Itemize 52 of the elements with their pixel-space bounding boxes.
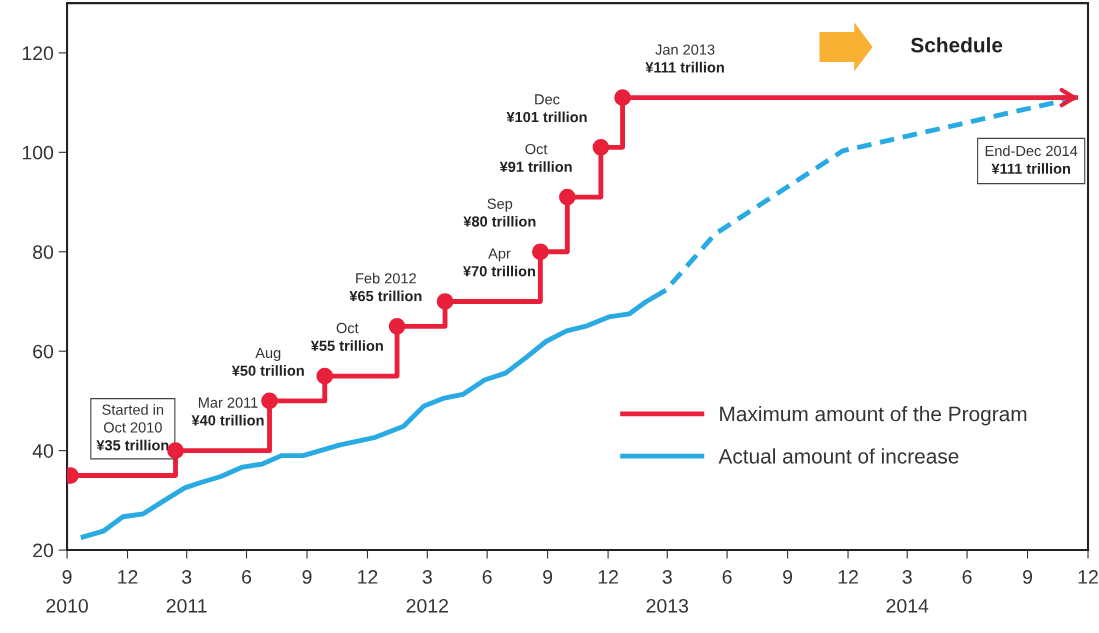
y-tick-label: 120: [22, 46, 54, 61]
x-tick-label: 12: [358, 570, 378, 584]
y-tick-label: 40: [32, 444, 54, 458]
annotation: Mar 2011 ¥40 trillion: [191, 397, 264, 426]
y-tick-label: 60: [33, 344, 54, 359]
point: [592, 139, 610, 156]
point: [261, 392, 278, 410]
legend-label: Actual amount of increase: [718, 448, 959, 464]
legend-label: Maximum amount of the Program: [720, 406, 1027, 426]
annotation: Aug ¥50 trillion: [231, 347, 304, 376]
x-tick-label: 12: [1078, 570, 1098, 584]
point: [614, 89, 631, 106]
text: 2013: [646, 598, 689, 613]
text: 2014: [886, 598, 929, 613]
x-tick-label: 9: [302, 570, 312, 584]
annotation: End-Dec 2014 ¥111 trillion: [985, 145, 1078, 174]
x-tick-label: 12: [118, 570, 138, 584]
annotation: Dec ¥101 trillion: [506, 94, 587, 123]
text: 2010: [46, 598, 88, 613]
x-tick-label: 6: [962, 570, 972, 584]
x-tick-label: 9: [62, 570, 72, 584]
x-tick-label: 12: [838, 570, 858, 584]
x-tick-label: 6: [482, 570, 492, 584]
point: [559, 188, 576, 206]
point: [167, 442, 184, 459]
annotation: Jan 2013 ¥111 trillion: [645, 44, 724, 73]
y-tick-label: 80: [33, 245, 54, 259]
x-tick-label: 3: [182, 570, 192, 584]
point: [388, 318, 406, 335]
annotation: Apr ¥70 trillion: [463, 248, 536, 277]
x-tick-label: 3: [662, 570, 672, 584]
text: 2011: [166, 598, 207, 613]
point: [532, 243, 549, 261]
text: 2012: [406, 598, 448, 613]
y-tick-label: 20: [33, 543, 54, 558]
y-tick-label: 100: [22, 145, 54, 160]
x-tick-label: 3: [422, 570, 432, 584]
x-tick-label: 9: [1023, 570, 1033, 584]
x-tick-label: 6: [722, 570, 732, 584]
x-tick-label: 6: [242, 570, 252, 584]
annotation: Started in Oct 2010 ¥35 trillion: [96, 404, 169, 451]
x-tick-label: 9: [543, 570, 553, 584]
point: [436, 293, 454, 310]
x-tick-label: 3: [902, 570, 912, 584]
annotation: Schedule: [910, 37, 1003, 53]
annotation: Sep ¥80 trillion: [463, 198, 536, 227]
annotation: Oct ¥91 trillion: [499, 143, 572, 172]
point: [316, 367, 334, 385]
x-tick-label: 9: [783, 570, 793, 584]
annotation: Feb 2012 ¥65 trillion: [349, 272, 422, 302]
annotation: Oct ¥55 trillion: [310, 322, 383, 351]
x-tick-label: 12: [598, 570, 618, 584]
